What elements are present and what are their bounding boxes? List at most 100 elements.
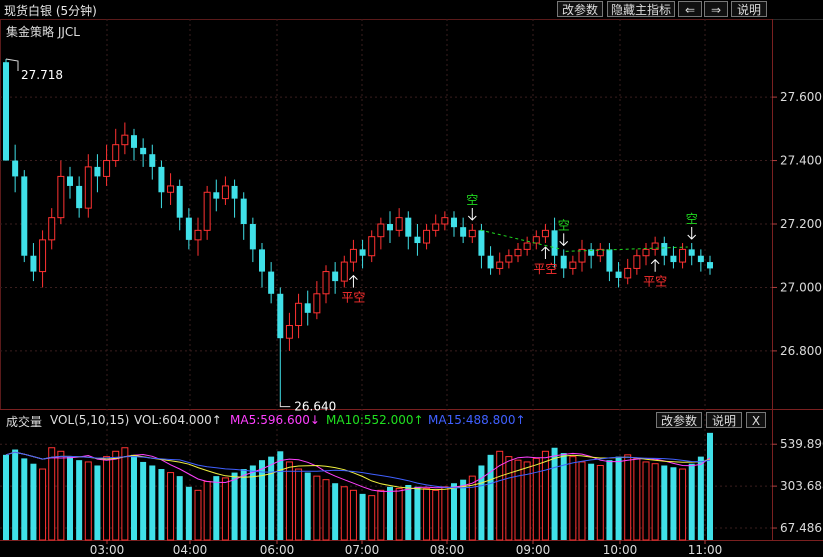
price-tick-label: 27.000 [780,280,822,294]
candle-body-up [633,255,641,269]
volume-bar-up [541,450,549,541]
volume-bar-up [395,488,403,541]
ma15-line [5,451,711,489]
volume-bar-down [359,493,366,540]
time-tick-label: 08:00 [430,543,465,557]
time-tick-label: 10:00 [603,543,638,557]
help-button[interactable]: 说明 [731,1,767,17]
volume-change-params-button[interactable]: 改参数 [656,412,702,428]
change-params-button[interactable]: 改参数 [557,1,603,17]
volume-bar-up [285,461,293,541]
candle-body-up [468,229,476,238]
candle-body-down [140,147,147,155]
time-tick-label: 07:00 [345,543,380,557]
candle-body-up [679,248,687,263]
volume-bar-up [349,489,357,541]
volume-bar-down [460,479,467,540]
candle-body-down [661,243,668,256]
candle-body-down [240,198,247,224]
candle-body-down [606,249,613,272]
candle-body-down [158,166,165,193]
hide-main-indicator-button[interactable]: 隐藏主指标 [607,1,675,17]
time-tick-label: 04:00 [173,543,208,557]
volume-bar-down [387,486,393,540]
volume-bar-up [112,450,120,541]
candle-body-up [423,229,431,244]
candle-body-up [112,144,120,162]
candle-body-down [697,255,704,263]
volume-bar-down [149,465,156,540]
volume-bar-down [606,460,613,540]
candle-body-down [588,249,595,256]
volume-bar-up [523,461,531,541]
volume-bar-down [697,456,704,540]
volume-bar-down [414,486,421,540]
candle-body-up [285,325,293,339]
ma5-value: MA5:596.600↓ [230,413,320,427]
candle-body-down [615,271,622,278]
strategy-label: 集金策略 JJCL [6,25,80,39]
candle-body-down [249,224,256,250]
volume-bar-down [478,465,485,540]
ma15-value: MA15:488.800↑ [428,413,526,427]
volume-bar-down [304,472,311,540]
volume-bar-down [240,469,247,540]
candle-body-up [194,229,202,241]
candle-body-up [39,239,47,273]
candle-body-down [149,154,156,167]
candle-body-down [332,271,339,282]
volume-bar-down [670,467,677,540]
candle-body-up [377,223,385,238]
candle-body-down [176,185,183,218]
candle-body-down [414,236,421,244]
candle-body-down [304,303,311,313]
volume-bar-up [39,468,47,541]
candle-body-down [359,249,366,256]
volume-bar-up [377,489,385,541]
candle-body-up [167,185,175,193]
candle-body-down [707,262,713,269]
candle-body-up [103,160,111,177]
volume-close-button[interactable]: X [746,412,766,428]
candle-body-up [642,248,650,257]
volume-bar-down [12,449,19,540]
volume-bar-down [76,460,83,540]
volume-help-button[interactable]: 说明 [706,412,742,428]
candle-body-up [395,217,403,231]
low-price-label: 26.640 [294,400,336,414]
candle-body-down [277,293,284,339]
volume-bar-up [121,447,129,541]
candle-body-up [624,267,632,279]
ma10-value: MA10:552.000↑ [326,413,424,427]
volume-bar-up [505,456,513,541]
scroll-right-button[interactable]: ⇒ [704,1,728,17]
candle-body-up [322,271,330,295]
volume-bar-up [496,450,504,541]
volume-bar-up [48,447,56,541]
scroll-left-button[interactable]: ⇐ [678,1,702,17]
candle-body-down [451,217,457,228]
volume-panel-name: 成交量 [6,415,43,429]
signal-label-close-short: 平空 [643,275,667,289]
volume-bar-down [140,461,147,540]
volume-bar-up [578,461,586,541]
signal-connector [480,229,562,250]
candle-body-up [496,261,504,269]
volume-bar-up [368,495,376,541]
candle-body-up [57,175,65,219]
candle-body-down [560,255,567,269]
volume-bar-up [432,489,440,541]
candle-body-down [185,217,192,240]
volume-params: VOL(5,10,15) [50,413,130,427]
volume-bar-up [514,459,522,541]
volume-bar-down [268,456,275,540]
candle-body-down [94,166,101,177]
volume-bar-up [313,475,321,541]
volume-bar-up [203,480,211,541]
signal-arrow-down [687,227,697,240]
candle-body-down [131,135,137,148]
candle-body-down [460,227,467,237]
candle-body-down [268,271,275,294]
volume-bar-down [487,454,494,540]
